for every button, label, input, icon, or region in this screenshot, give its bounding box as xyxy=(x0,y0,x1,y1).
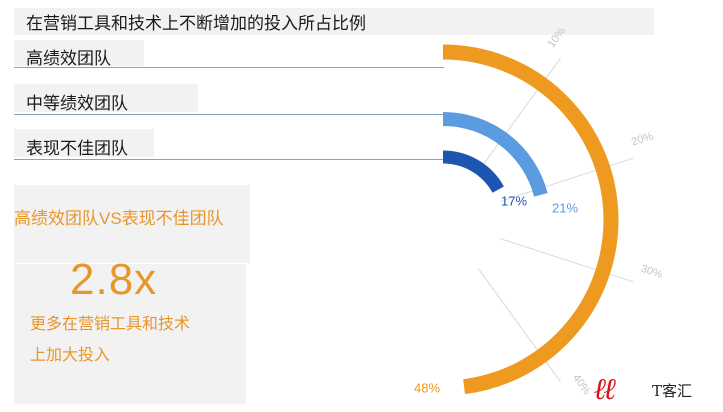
axis-tick-label-10: 10% xyxy=(546,25,569,50)
multiplier-description-line1: 更多在营销工具和技术 xyxy=(30,316,191,333)
arc-high xyxy=(442,44,619,395)
row-label-high: 高绩效团队 xyxy=(26,49,111,68)
row-low-background xyxy=(14,129,154,157)
grid-spoke-30 xyxy=(499,238,634,283)
multiplier-background xyxy=(14,264,246,404)
multiplier-description: 更多在营销工具和技术 上加大投入 xyxy=(30,309,230,371)
grid-spoke-20 xyxy=(499,157,634,202)
watermark-logo: ℓℓ T客汇 xyxy=(594,372,714,407)
row-divider-low xyxy=(14,159,444,160)
grid-spoke-40 xyxy=(477,268,561,383)
arc-low xyxy=(442,150,504,193)
row-divider-mid xyxy=(14,114,444,115)
value-label-mid: 21% xyxy=(552,200,578,215)
chart-title: 在营销工具和技术上不断增加的投入所占比例 xyxy=(26,14,366,33)
value-label-low: 17% xyxy=(501,193,527,208)
row-mid-background xyxy=(14,84,198,112)
row-label-low: 表现不佳团队 xyxy=(26,139,128,158)
multiplier-description-line2: 上加大投入 xyxy=(30,347,111,364)
axis-tick-label-20: 20% xyxy=(630,130,655,148)
title-background xyxy=(14,8,654,35)
axis-tick-label-30: 30% xyxy=(639,263,664,281)
arc-mid xyxy=(442,112,548,197)
grid-spoke-10 xyxy=(477,57,561,172)
watermark-icon: ℓℓ xyxy=(594,372,617,407)
row-high-background xyxy=(14,40,144,66)
multiplier-value: 2.8x xyxy=(70,255,158,304)
value-label-high: 48% xyxy=(414,380,440,395)
row-divider-high xyxy=(14,67,444,68)
comparison-label: 高绩效团队VS表现不佳团队 xyxy=(14,209,224,228)
comparison-background xyxy=(14,185,250,263)
watermark-text: T客汇 xyxy=(652,382,693,400)
row-label-mid: 中等绩效团队 xyxy=(26,94,128,113)
axis-tick-label-40: 40% xyxy=(570,372,593,397)
